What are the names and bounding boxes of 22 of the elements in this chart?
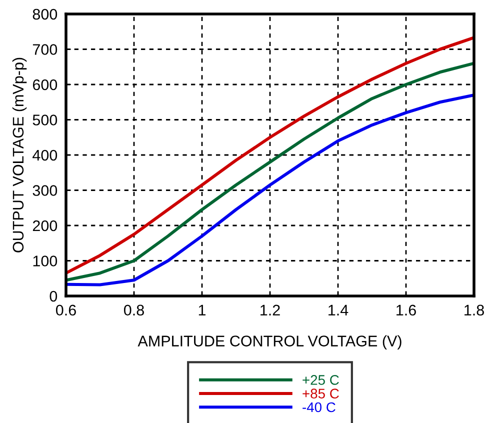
y-axis-title: OUTPUT VOLTAGE (mVp-p) xyxy=(12,58,27,252)
y-tick-label: 200 xyxy=(32,220,58,232)
line-series xyxy=(66,94,474,286)
x-tick-label: 1.2 xyxy=(260,304,280,316)
y-tick-label: 500 xyxy=(32,114,58,126)
x-tick-label: 1 xyxy=(198,304,206,316)
text: +85 C xyxy=(302,388,339,399)
x-tick-label: 1.6 xyxy=(396,304,416,316)
x-tick-label: 1.8 xyxy=(464,304,484,316)
y-tick-label: 700 xyxy=(32,44,58,55)
text: -40 C xyxy=(302,402,336,412)
x-tick-label: 0.8 xyxy=(124,304,144,316)
y-tick-label: 300 xyxy=(32,185,58,196)
y-tick-label: 400 xyxy=(32,150,58,161)
x-tick-label: 0.6 xyxy=(56,304,76,316)
x-tick-label: 1.4 xyxy=(328,304,348,316)
y-tick-label: 600 xyxy=(32,79,58,90)
x-axis-title: AMPLITUDE CONTROL VOLTAGE (V) xyxy=(138,335,402,350)
y-tick-label: 0 xyxy=(50,290,58,302)
y-tick-label: 800 xyxy=(32,8,58,20)
y-tick-label: 100 xyxy=(33,256,58,266)
text: +25 C xyxy=(302,375,339,385)
